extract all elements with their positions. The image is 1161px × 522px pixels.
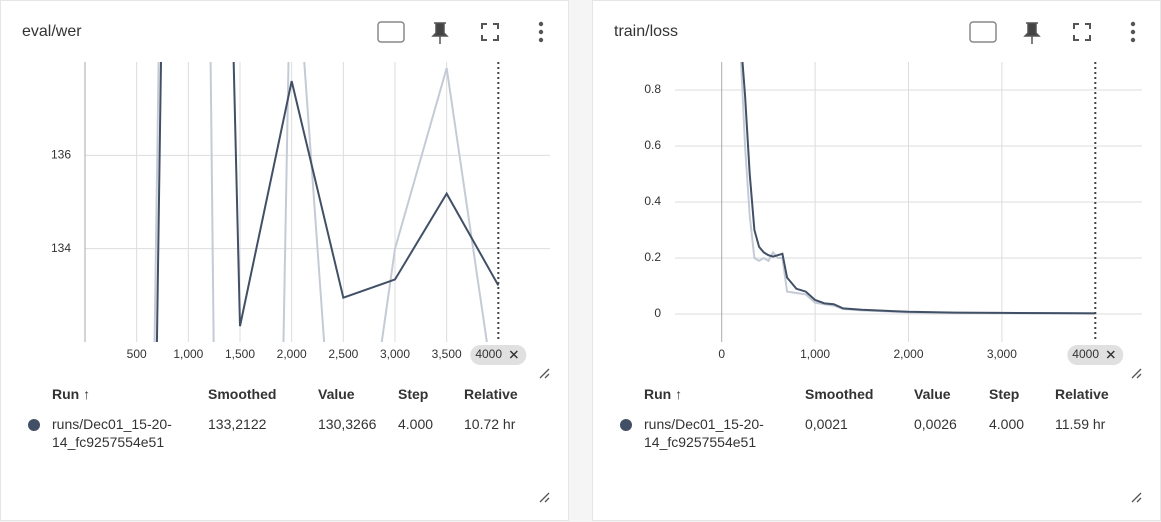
table-cell: 0,0021 (805, 416, 848, 432)
x-tick-label: 2,000 (277, 347, 307, 361)
series-line (155, 62, 500, 342)
chart: eval/wer 134 136 500 1,000 1,500 2,000 2,500 3,… (22, 21, 550, 503)
dot (1130, 21, 1136, 27)
column-header: Step (989, 386, 1020, 402)
y-tick-label: 134 (51, 241, 71, 255)
step-chip-close[interactable] (509, 350, 518, 359)
dot (1130, 37, 1136, 43)
column-header: Relative (464, 386, 518, 402)
x-tick-label: 2,000 (893, 347, 923, 361)
dot (538, 21, 544, 27)
fit-domain-button[interactable] (377, 21, 405, 43)
run-name: runs/Dec01_15-20-14_fc9257554e51 (644, 416, 764, 450)
toolbar (377, 21, 544, 44)
step-chip (470, 345, 527, 365)
table-cell: 10.72 hr (464, 416, 516, 432)
more-button[interactable] (1130, 21, 1136, 43)
step-chip-close[interactable] (1106, 350, 1115, 359)
y-tick-label: 0.8 (644, 82, 661, 96)
run-name: runs/Dec01_15-20-14_fc9257554e51 (52, 416, 172, 450)
column-header: Smoothed (805, 386, 874, 402)
x-tick-label: 3,000 (987, 347, 1017, 361)
table-cell: 0,0026 (914, 416, 957, 432)
table-cell: 130,3266 (318, 416, 377, 432)
step-chip (1067, 345, 1124, 365)
x-tick-label: 3,500 (432, 347, 462, 361)
pin-button[interactable] (431, 22, 449, 44)
table-cell: 4.000 (398, 416, 434, 432)
fit-domain-button[interactable] (969, 21, 997, 43)
y-tick-label: 136 (51, 148, 71, 162)
column-header: Run ↑ (52, 386, 91, 402)
y-tick-label: 0.4 (644, 194, 661, 208)
series-line (741, 62, 1096, 315)
x-tick-label: 2,500 (328, 347, 358, 361)
series-line (153, 62, 488, 342)
step-chip-label: 4000 (1072, 347, 1099, 361)
resize-handle[interactable] (539, 492, 550, 503)
fullscreen-button[interactable] (1073, 23, 1091, 41)
resize-handle[interactable] (539, 368, 550, 379)
pin-button[interactable] (1023, 22, 1041, 44)
x-tick-label: 0 (718, 347, 725, 361)
x-tick-label: 1,000 (800, 347, 830, 361)
resize-handle[interactable] (1131, 492, 1142, 503)
toolbar (969, 21, 1136, 44)
column-header: Step (398, 386, 429, 402)
dot (538, 29, 544, 35)
table-cell: 11.59 hr (1055, 416, 1106, 432)
card-title: eval/wer (22, 23, 82, 40)
x-tick-label: 3,000 (380, 347, 410, 361)
card: train/loss 0 0.2 0.4 0.6 0.8 0 1,000 2,000 3,000… (592, 0, 1161, 521)
y-tick-label: 0 (654, 306, 661, 320)
y-tick-label: 0.2 (644, 250, 661, 264)
series-line (740, 62, 1096, 315)
column-header: Run ↑ (644, 386, 683, 402)
column-header: Value (914, 386, 951, 402)
table-cell: 4.000 (989, 416, 1025, 432)
step-chip-label: 4000 (475, 347, 502, 361)
card: eval/wer 134 136 500 1,000 1,500 2,000 2,500 3,… (0, 0, 569, 521)
y-tick-label: 0.6 (644, 138, 661, 152)
x-tick-label: 1,500 (225, 347, 255, 361)
resize-handle[interactable] (1131, 368, 1142, 379)
dot (538, 37, 544, 43)
x-tick-label: 1,000 (173, 347, 203, 361)
x-tick-label: 500 (127, 347, 147, 361)
run-color-dot (28, 419, 40, 431)
table-cell: 133,2122 (208, 416, 267, 432)
fullscreen-button[interactable] (481, 23, 499, 41)
chart: train/loss 0 0.2 0.4 0.6 0.8 0 1,000 2,000 3,000… (614, 21, 1142, 503)
column-header: Smoothed (208, 386, 277, 402)
more-button[interactable] (538, 21, 544, 43)
dot (1130, 29, 1136, 35)
column-header: Value (318, 386, 355, 402)
column-header: Relative (1055, 386, 1109, 402)
card-title: train/loss (614, 23, 678, 40)
run-color-dot (620, 419, 632, 431)
